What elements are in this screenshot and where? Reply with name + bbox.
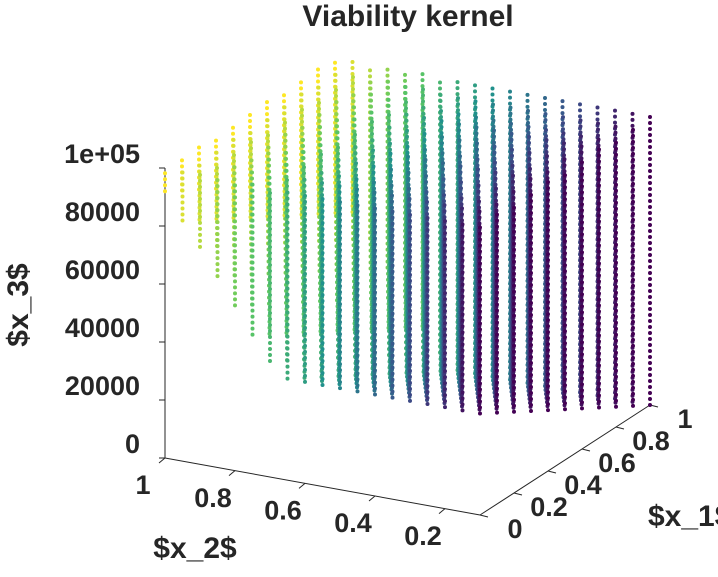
z-tick-label: 80000: [65, 197, 140, 227]
z-tick-label: 20000: [65, 371, 140, 401]
z-tick-label: 40000: [65, 313, 140, 343]
y-tick-label: 0.8: [194, 483, 232, 513]
x-axis: [479, 404, 651, 516]
y-tick-label: 0.4: [334, 508, 372, 538]
z-tick-label: 0: [125, 429, 140, 459]
x-tick-label: 0.8: [632, 426, 670, 456]
x-tick: [479, 514, 489, 518]
x-tick-label: 0.6: [598, 448, 636, 478]
y-tick-label: 1: [135, 470, 150, 500]
x-tick-label: 0.2: [530, 492, 568, 522]
y-axis-label: $x_2$: [153, 532, 237, 565]
y-tick: [228, 470, 236, 477]
y-tick-label: 0.6: [264, 495, 302, 525]
x-axis-label: $x_1$: [648, 500, 718, 533]
y-axis: [164, 457, 481, 516]
z-tick-label: 60000: [65, 255, 140, 285]
y-tick-label: 0.2: [404, 521, 442, 551]
z-axis-label: $x_3$: [2, 263, 35, 347]
x-tick: [581, 448, 591, 452]
x-tick-label: 0.4: [564, 470, 602, 500]
x-tick: [513, 492, 523, 496]
y-tick: [158, 457, 166, 464]
x-tick: [547, 470, 557, 474]
z-tick-label: 1e+05: [64, 139, 140, 169]
y-tick: [298, 482, 306, 489]
x-tick-label: 0: [507, 514, 522, 544]
y-tick: [438, 508, 446, 515]
chart-title: Viability kernel: [302, 0, 513, 33]
x-tick: [615, 426, 625, 430]
x-tick-label: 1: [677, 404, 692, 434]
y-tick: [368, 495, 376, 502]
